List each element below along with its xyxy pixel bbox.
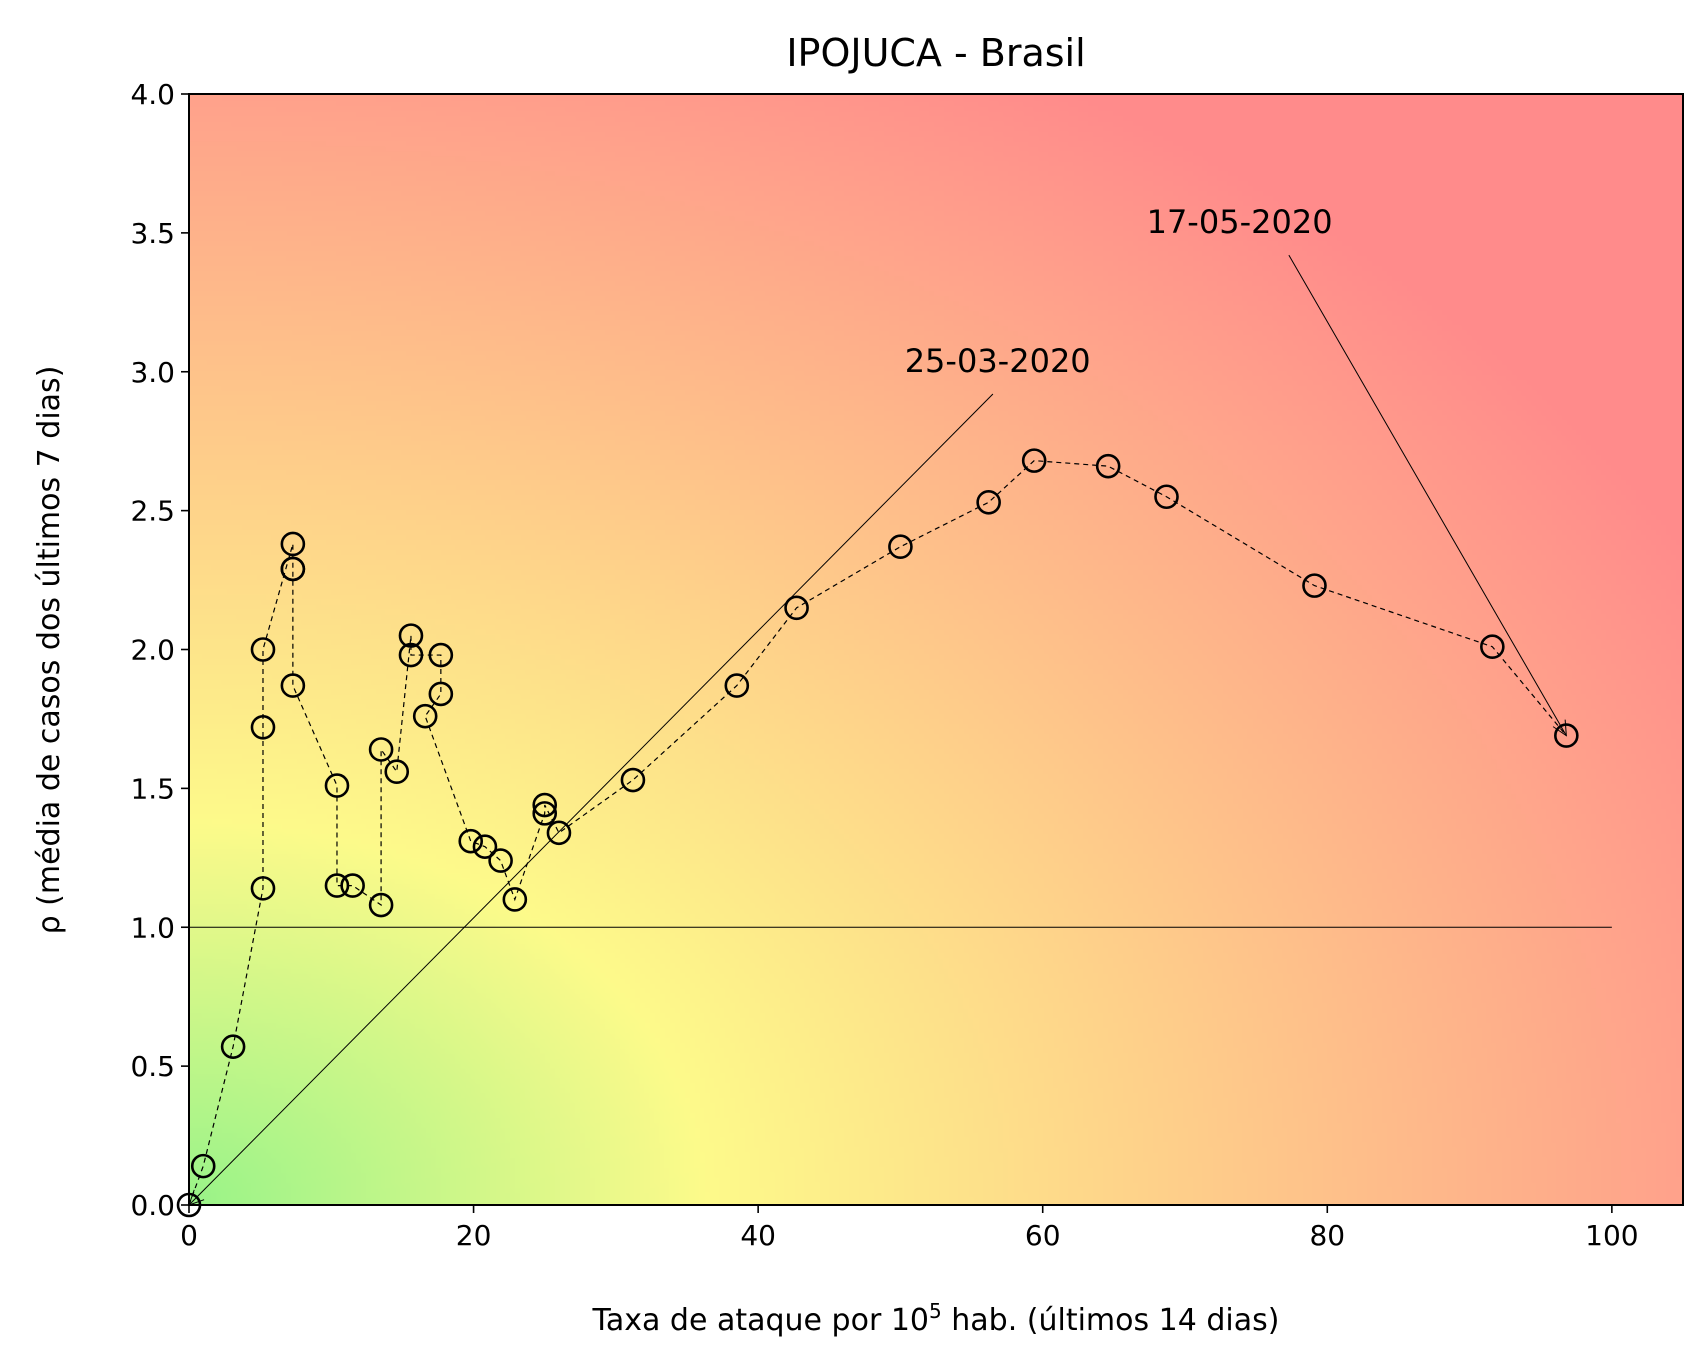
y-tick-label: 4.0: [130, 78, 175, 111]
annotation-line-1: [1288, 254, 1567, 736]
y-tick-label: 1.0: [130, 911, 175, 944]
annotations: 25-03-2020 17-05-2020: [188, 203, 1567, 1206]
data-point: [546, 820, 572, 846]
data-point: [532, 801, 558, 826]
y-axis: 0.0 0.5 1.0 1.5 2.0 2.5 3.0 3.5 4.0: [130, 78, 189, 1222]
series-line: [188, 460, 1567, 1206]
data-point: [784, 595, 809, 621]
data-point: [428, 642, 454, 668]
series-path: [188, 460, 1567, 1206]
y-tick-label: 0.5: [130, 1050, 175, 1083]
x-tick-label: 100: [1585, 1219, 1638, 1252]
data-point: [368, 737, 394, 762]
data-point: [1480, 634, 1505, 660]
data-point: [724, 673, 750, 698]
data-point: [368, 892, 394, 918]
data-point: [250, 876, 276, 901]
data-point: [488, 848, 513, 873]
annotation-line-0: [188, 393, 994, 1206]
y-axis-title: ρ (média de casos dos últimos 7 dias): [32, 366, 67, 935]
data-point: [1302, 573, 1327, 598]
risk-gradient-background: [189, 94, 1683, 1205]
data-point: [250, 637, 276, 662]
y-tick-label: 2.0: [130, 634, 175, 667]
x-tick-label: 20: [456, 1219, 492, 1252]
y-tick-label: 3.5: [130, 217, 175, 250]
data-point: [620, 767, 646, 793]
data-point: [324, 873, 350, 898]
data-point: [458, 828, 484, 854]
data-point: [190, 1153, 216, 1179]
data-point: [1154, 484, 1179, 510]
plot-background: [189, 94, 1683, 1205]
data-point: [280, 556, 306, 582]
data-point: [220, 1034, 246, 1059]
data-point: [472, 834, 498, 860]
x-axis-title: Taxa de ataque por 105 hab. (últimos 14 …: [592, 1299, 1280, 1338]
data-point: [1554, 723, 1579, 748]
data-point: [340, 873, 365, 898]
data-point: [428, 681, 454, 707]
data-point: [250, 714, 276, 740]
y-tick-label: 3.0: [130, 356, 175, 389]
y-tick-label: 2.5: [130, 495, 175, 528]
data-point: [1095, 453, 1121, 479]
y-tick-label: 0.0: [130, 1189, 175, 1222]
data-point: [324, 773, 350, 798]
data-point: [502, 887, 528, 912]
data-point: [888, 534, 913, 560]
x-axis: 0 20 40 60 80 100: [180, 1205, 1639, 1252]
x-tick-label: 0: [180, 1219, 198, 1252]
data-point: [280, 673, 306, 698]
data-point: [412, 703, 438, 729]
data-point: [384, 759, 410, 785]
x-tick-label: 60: [1025, 1219, 1061, 1252]
data-point: [398, 623, 424, 648]
data-point: [280, 531, 306, 557]
data-point: [532, 792, 558, 818]
annotation-label-1: 17-05-2020: [1147, 203, 1333, 241]
x-tick-label: 80: [1309, 1219, 1345, 1252]
data-point: [976, 489, 1001, 515]
data-point: [398, 642, 424, 668]
x-tick-label: 40: [740, 1219, 776, 1252]
y-tick-label: 1.5: [130, 772, 175, 805]
annotation-label-0: 25-03-2020: [905, 342, 1091, 380]
data-point: [1021, 448, 1047, 473]
chart-title: IPOJUCA - Brasil: [786, 31, 1085, 75]
